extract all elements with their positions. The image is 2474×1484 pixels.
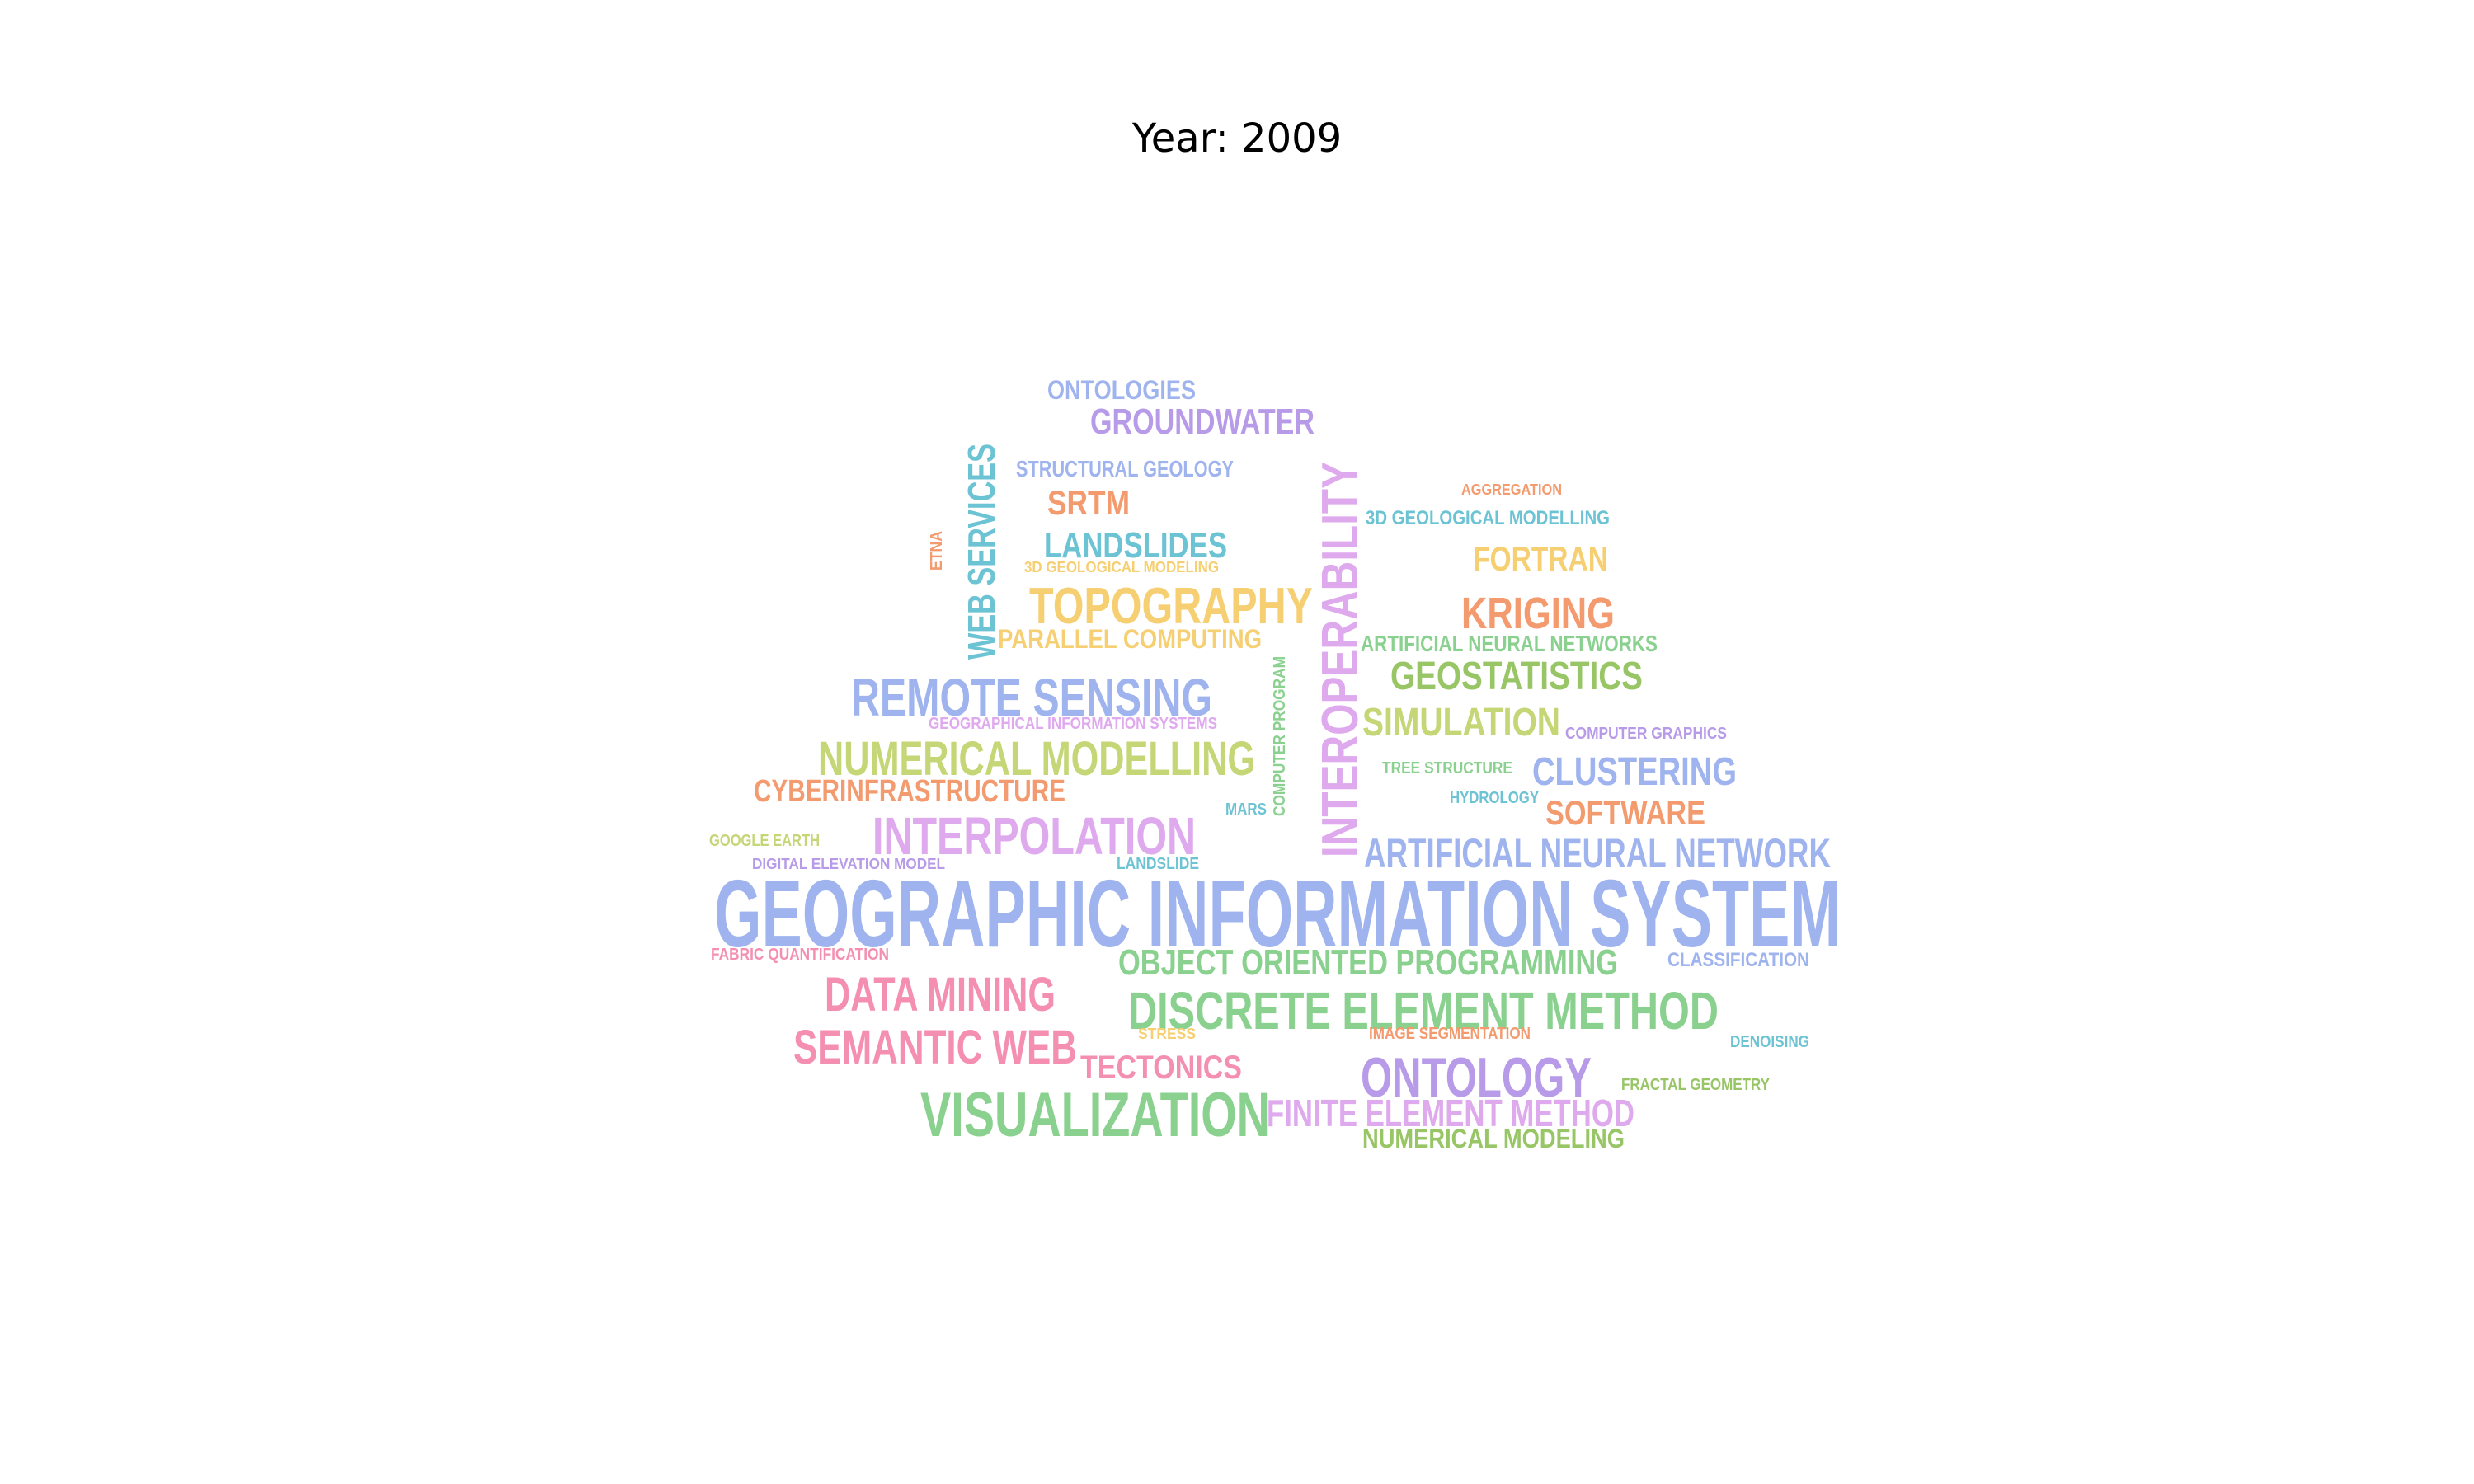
word-fabric-quantification: FABRIC QUANTIFICATION	[711, 946, 889, 964]
word-data-mining: DATA MINING	[825, 968, 1056, 1021]
word-denoising: DENOISING	[1730, 1033, 1809, 1051]
word-srtm: SRTM	[1047, 483, 1130, 522]
word-google-earth: GOOGLE EARTH	[709, 832, 820, 850]
word-numerical-modelling: NUMERICAL MODELLING	[818, 732, 1255, 786]
word-remote-sensing: REMOTE SENSING	[851, 668, 1212, 727]
word-semantic-web: SEMANTIC WEB	[793, 1021, 1077, 1074]
word-structural-geology: STRUCTURAL GEOLOGY	[1016, 456, 1234, 481]
word-discrete-element-method: DISCRETE ELEMENT METHOD	[1128, 981, 1719, 1040]
word-numerical-modeling: NUMERICAL MODELING	[1362, 1124, 1625, 1153]
word-geographic-information-system: GEOGRAPHIC INFORMATION SYSTEM	[714, 860, 1841, 967]
word-groundwater: GROUNDWATER	[1090, 402, 1315, 442]
word-object-oriented-programming: OBJECT ORIENTED PROGRAMMING	[1118, 942, 1618, 983]
word-finite-element-method: FINITE ELEMENT METHOD	[1267, 1092, 1634, 1134]
word-etna: ETNA	[928, 531, 946, 571]
chart-title: Year: 2009	[1131, 115, 1343, 162]
word-3d-geological-modelling: 3D GEOLOGICAL MODELLING	[1366, 507, 1610, 529]
word-kriging: KRIGING	[1461, 589, 1615, 638]
word-image-segmentation: IMAGE SEGMENTATION	[1369, 1025, 1531, 1043]
word-artificial-neural-networks: ARTIFICIAL NEURAL NETWORKS	[1361, 631, 1658, 656]
word-fractal-geometry: FRACTAL GEOMETRY	[1621, 1076, 1771, 1094]
word-artificial-neural-network: ARTIFICIAL NEURAL NETWORK	[1364, 830, 1831, 876]
word-topography: TOPOGRAPHY	[1029, 578, 1313, 635]
word-digital-elevation-model: DIGITAL ELEVATION MODEL	[752, 856, 945, 872]
word-interpolation: INTERPOLATION	[872, 806, 1196, 866]
word-visualization: VISUALIZATION	[920, 1080, 1270, 1150]
word-classification: CLASSIFICATION	[1667, 949, 1809, 971]
word-geostatistics: GEOSTATISTICS	[1390, 655, 1643, 698]
word-landslides: LANDSLIDES	[1044, 525, 1227, 566]
word-landslide: LANDSLIDE	[1117, 855, 1199, 873]
word-geographical-information-systems: GEOGRAPHICAL INFORMATION SYSTEMS	[929, 715, 1217, 733]
word-fortran: FORTRAN	[1473, 539, 1608, 578]
word-simulation: SIMULATION	[1362, 701, 1560, 744]
word-interoperability: INTEROPERABILITY	[1312, 462, 1369, 857]
word-computer-program: COMPUTER PROGRAM	[1271, 656, 1289, 816]
word-cloud-words: GEOGRAPHIC INFORMATION SYSTEMINTEROPERAB…	[709, 375, 1841, 1153]
word-tree-structure: TREE STRUCTURE	[1382, 759, 1512, 777]
word-parallel-computing: PARALLEL COMPUTING	[998, 624, 1262, 654]
word-web-services: WEB SERVICES	[960, 444, 1003, 660]
word-computer-graphics: COMPUTER GRAPHICS	[1565, 725, 1727, 743]
word-hydrology: HYDROLOGY	[1450, 789, 1540, 807]
word-mars: MARS	[1225, 801, 1267, 819]
word-ontology: ONTOLOGY	[1361, 1046, 1592, 1109]
word-software: SOFTWARE	[1545, 793, 1705, 832]
word-cyberinfrastructure: CYBERINFRASTRUCTURE	[754, 774, 1065, 809]
word-stress: STRESS	[1138, 1026, 1196, 1042]
word-clustering: CLUSTERING	[1532, 750, 1737, 794]
word-ontologies: ONTOLOGIES	[1047, 375, 1196, 405]
word-3d-geological-modeling: 3D GEOLOGICAL MODELING	[1024, 559, 1219, 575]
word-tectonics: TECTONICS	[1080, 1050, 1242, 1086]
word-aggregation: AGGREGATION	[1461, 481, 1562, 498]
